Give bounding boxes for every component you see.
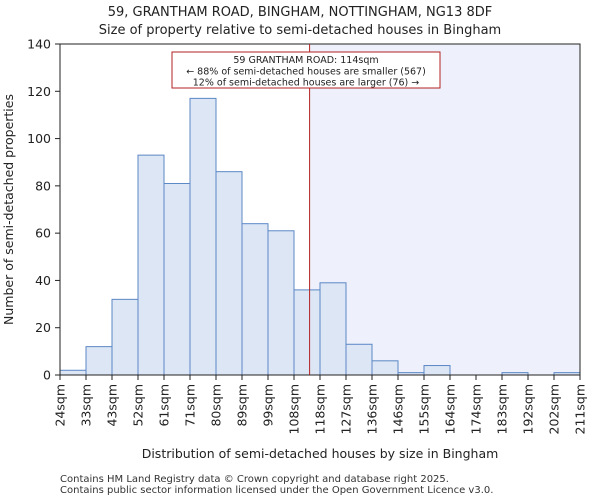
x-tick-label: 80sqm bbox=[209, 384, 224, 427]
x-tick-label: 33sqm bbox=[79, 384, 94, 427]
annotation-line-1: 59 GRANTHAM ROAD: 114sqm bbox=[233, 55, 378, 66]
x-tick-label: 202sqm bbox=[547, 384, 562, 434]
x-tick-label: 71sqm bbox=[183, 384, 198, 427]
y-tick-label: 0 bbox=[43, 368, 51, 383]
y-axis-label: Number of semi-detached properties bbox=[1, 94, 16, 325]
x-tick-label: 174sqm bbox=[469, 384, 484, 434]
bars-group bbox=[59, 97, 581, 376]
x-tick-label: 146sqm bbox=[391, 384, 406, 434]
plot-frame bbox=[59, 43, 581, 376]
bar-155sqm bbox=[423, 365, 451, 376]
x-tick-label: 108sqm bbox=[287, 384, 302, 434]
x-tick-label: 99sqm bbox=[261, 384, 276, 427]
x-tick-label: 89sqm bbox=[235, 384, 250, 427]
y-tick-label: 40 bbox=[35, 273, 51, 288]
y-tick-label: 80 bbox=[35, 178, 51, 193]
bar-127sqm bbox=[345, 343, 373, 376]
annotation-line-3: 12% of semi-detached houses are larger (… bbox=[193, 78, 420, 89]
x-tick-label: 24sqm bbox=[53, 384, 68, 427]
y-tick-label: 140 bbox=[27, 37, 51, 52]
x-ticks-group: 24sqm 33sqm 43sqm 52sqm 61sqm 71sqm 80sqm 89sqm… bbox=[53, 375, 588, 434]
bar-71sqm bbox=[189, 97, 217, 376]
x-tick-label: 127sqm bbox=[339, 384, 354, 434]
bar-89sqm bbox=[241, 223, 269, 376]
annotation-box: 59 GRANTHAM ROAD: 114sqm ← 88% of semi-d… bbox=[171, 51, 441, 89]
x-tick-label: 61sqm bbox=[157, 384, 172, 427]
larger-region-shading bbox=[309, 44, 580, 375]
bar-24sqm bbox=[59, 369, 87, 376]
bar-52sqm bbox=[137, 154, 165, 376]
y-tick-label: 120 bbox=[27, 84, 51, 99]
bar-80sqm bbox=[215, 171, 243, 376]
bar-108sqm bbox=[293, 289, 321, 376]
x-tick-label: 136sqm bbox=[365, 384, 380, 434]
y-tick-label: 20 bbox=[35, 320, 51, 335]
x-tick-label: 164sqm bbox=[443, 384, 458, 434]
chart-title: 59, GRANTHAM ROAD, BINGHAM, NOTTINGHAM, … bbox=[108, 5, 493, 20]
annotation-line-2: ← 88% of semi-detached houses are smalle… bbox=[186, 67, 426, 78]
annotation-frame bbox=[171, 51, 441, 89]
x-tick-label: 43sqm bbox=[105, 384, 120, 427]
chart-subtitle: Size of property relative to semi-detach… bbox=[99, 23, 501, 38]
x-tick-label: 52sqm bbox=[131, 384, 146, 427]
x-tick-label: 211sqm bbox=[573, 384, 588, 434]
bar-33sqm bbox=[85, 346, 113, 376]
bar-99sqm bbox=[267, 230, 295, 376]
y-ticks-group: 0 20 40 60 80 100 120 140 bbox=[27, 37, 60, 383]
x-tick-label: 155sqm bbox=[417, 384, 432, 434]
bar-136sqm bbox=[371, 360, 399, 376]
footer-copyright: Contains HM Land Registry data © Crown c… bbox=[60, 474, 449, 485]
bar-118sqm bbox=[319, 282, 347, 376]
bar-61sqm bbox=[163, 182, 191, 376]
x-tick-label: 192sqm bbox=[521, 384, 536, 434]
bar-43sqm bbox=[111, 298, 139, 376]
x-axis-label: Distribution of semi-detached houses by … bbox=[142, 446, 499, 461]
x-tick-label: 183sqm bbox=[495, 384, 510, 434]
y-tick-label: 100 bbox=[27, 131, 51, 146]
y-tick-label: 60 bbox=[35, 226, 51, 241]
x-tick-label: 118sqm bbox=[313, 384, 328, 434]
footer-licence: Contains public sector information licen… bbox=[60, 485, 494, 496]
